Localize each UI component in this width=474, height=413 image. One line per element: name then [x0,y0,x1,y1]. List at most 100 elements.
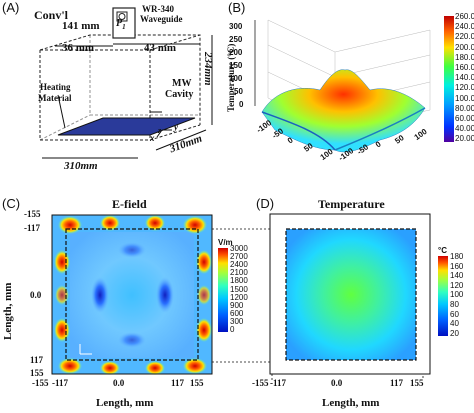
colorbar-tick-label: 20 [450,328,459,338]
colorbar-tick-label: 1500 [230,284,248,294]
colorbar-tick-label: 60.00 [455,114,474,123]
x-tick-label: 117 [171,378,185,388]
axis-x-label: x [150,133,155,143]
port-label: P1 [116,18,126,31]
colorbar-tick-label: 240.0 [455,22,474,32]
temperature-map [286,229,416,360]
x-tick-label: 117 [390,378,404,388]
panel-c-letter: (C) [2,196,21,211]
efield-hotspots [54,215,212,375]
dim-36-label: 36 mm [62,42,95,54]
panel-d-letter: (D) [256,196,275,211]
waveguide-port [116,11,128,22]
colorbar-tick-label: 200.0 [455,42,474,52]
y-tick-label: 117 [30,355,44,365]
y-tick-label: 155 [30,368,44,378]
colorbar-tick-label: 2400 [230,260,248,270]
axis-y-label: y [174,122,178,132]
colorbar-tick-label: 3000 [230,244,248,253]
colorbar-tick-label: 220.0 [455,32,474,42]
colorbar-tick-label: 80.00 [455,103,474,113]
z-tick-label: 50 [234,87,243,96]
colorbar-tick-label: 60 [450,309,459,319]
colorbar-tick-label: 160.0 [455,63,474,72]
dim-310-width-label: 310mm [64,160,98,172]
panel-a-schematic [39,7,213,159]
mw-line2: Cavity [165,89,194,100]
d-title: Temperature [318,197,385,211]
panel-b-surface [254,16,454,153]
z-tick-label: 0 [239,100,244,109]
colorbar-tick-label: 100 [450,290,464,300]
colorbar-tick-label: 140.0 [455,73,474,83]
port-circle [118,13,126,20]
z-tick-label: 150 [229,61,243,70]
waveguide-line1: WR-340 [142,4,174,14]
colorbar-tick-label: 100.0 [455,93,474,103]
efield-axis-triad [79,344,92,355]
x-tick-label: 0.0 [331,378,343,388]
colorbar-tick-label: 2700 [230,252,248,262]
x-tick-label: -155 [32,378,49,388]
colorbar-tick-label: 40 [450,319,459,329]
colorbar-tick-label: 120.0 [455,83,474,93]
colorbar-tick-label: 300 [230,316,244,326]
colorbar-tick-label: 1200 [230,292,248,302]
colorbar-tick-label: 80 [450,300,459,309]
colorbar-tick-label: 20.00 [455,134,474,144]
efield-minima [91,242,174,348]
load-boundary [65,228,199,361]
dim-141-label: 141 mm [62,20,100,32]
colorbar-tick-label: 2100 [230,268,248,278]
colorbar-tick-label: 40.00 [455,124,474,134]
heating-line1: Heating [40,82,71,92]
c-title: E-field [112,197,147,211]
colorbar-tick-label: 180.0 [455,52,474,62]
dim-depth [155,129,207,151]
d-colorbar-unit: °C [438,246,447,255]
colorbar-c [218,248,228,332]
panel-c-efield [51,214,228,375]
colorbar-tick-label: 120 [450,280,464,290]
y-tick-label: -155 [24,209,41,219]
z-tick-label: 300 [229,22,243,31]
panel-a-letter: (A) [2,0,20,15]
colorbar-tick-label: 900 [230,300,244,310]
panel-d-temperature [269,213,448,375]
colorbar-tick-label: 0 [230,325,235,334]
mw-line1: MW [172,78,192,89]
colorbar-tick-label: 260.0 [455,12,474,21]
cavity-outline [39,34,201,141]
panel-b-letter: (B) [228,0,246,15]
x-tick-label: -155 [252,378,269,388]
z-tick-label: 250 [229,35,243,44]
c-colorbar-unit: V/m [218,238,233,247]
heating-line2: Material [38,93,72,103]
x-tick-label: 0.0 [113,378,125,388]
x-tick-label: 155 [410,378,424,388]
colorbar-tick-label: 160 [450,261,464,271]
colorbar-tick-label: 180 [450,252,464,261]
z-tick-label: 100 [229,74,243,83]
d-xlabel: Length, mm [322,397,380,409]
colorbar-b [444,16,454,142]
y-tick-label: 0.0 [30,290,42,300]
colorbar-tick-label: 1800 [230,276,248,286]
c-xlabel: Length, mm [96,397,154,409]
x-tick-label: -117 [270,378,287,388]
colorbar-d [438,256,448,336]
heating-material [57,117,196,136]
y-tick-label: -117 [24,223,41,233]
z-tick-label: 200 [229,48,243,57]
colorbar-tick-label: 600 [230,308,244,318]
conventional-label: Conv'l [34,8,69,22]
dim-43-label: 43 mm [144,42,177,54]
dim-234-label: 234mm [202,52,214,86]
x-tick-label: 155 [190,378,204,388]
c-ylabel: Length, mm [2,282,14,340]
axis-triad [156,129,172,138]
waveguide-line2: Waveguide [140,14,183,24]
x-tick-label: -117 [52,378,69,388]
axis-z-label: z [158,126,162,135]
